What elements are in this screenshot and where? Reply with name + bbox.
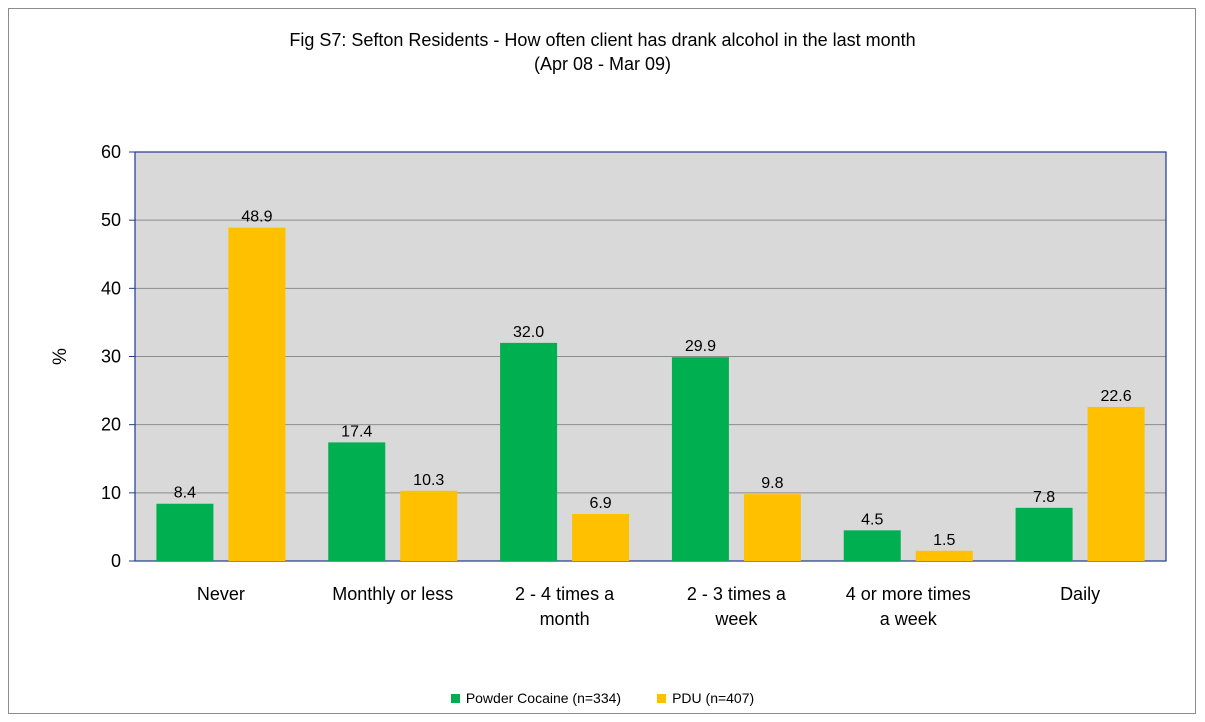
legend: Powder Cocaine (n=334) PDU (n=407): [0, 688, 1205, 708]
x-tick-label: Never: [197, 584, 245, 604]
x-tick-label: Daily: [1060, 584, 1100, 604]
data-label: 17.4: [341, 423, 372, 440]
x-tick-label-line: 4 or more times: [846, 584, 971, 604]
x-tick-label-line: Monthly or less: [332, 584, 453, 604]
x-tick-label: 2 - 4 times a month: [515, 584, 615, 629]
data-label: 7.8: [1033, 489, 1055, 506]
x-tick-label-line: a week: [880, 609, 938, 629]
bar: [915, 550, 973, 561]
legend-swatch: [450, 693, 460, 703]
bar: [843, 530, 901, 561]
y-tick-label: 40: [101, 278, 121, 298]
x-tick-label: 2 - 3 times a week: [687, 584, 787, 629]
data-label: 9.8: [761, 475, 783, 492]
plot-border: [134, 151, 1167, 562]
bar: [743, 494, 801, 561]
data-label: 48.9: [241, 209, 272, 226]
bar: [328, 442, 386, 561]
bar: [671, 357, 729, 561]
bar: [1087, 406, 1145, 561]
data-label: 29.9: [685, 338, 716, 355]
chart-subtitle: (Apr 08 - Mar 09): [533, 54, 672, 74]
data-label: 1.5: [933, 532, 955, 549]
bar: [228, 227, 286, 562]
chart-title: Fig S7: Sefton Residents - How often cli…: [289, 30, 916, 50]
y-tick-label: 30: [101, 347, 121, 367]
legend-label: Powder Cocaine (n=334): [465, 690, 622, 706]
bar: [1015, 507, 1073, 561]
y-tick-label: 0: [111, 551, 121, 571]
chart-title-block: Fig S7: Sefton Residents - How often cli…: [0, 28, 1205, 76]
x-tick-label-line: 2 - 3 times a: [687, 584, 787, 604]
data-label: 8.4: [174, 485, 196, 502]
y-tick-label: 60: [101, 142, 121, 162]
x-tick-label-line: month: [540, 609, 590, 629]
y-axis-label: %: [50, 348, 71, 365]
data-label: 10.3: [413, 472, 444, 489]
bar: [156, 503, 214, 561]
x-tick-label: Monthly or less: [332, 584, 453, 604]
legend-swatch: [657, 693, 667, 703]
legend-item: Powder Cocaine (n=334): [450, 690, 622, 706]
legend-label: PDU (n=407): [672, 690, 755, 706]
data-label: 22.6: [1101, 388, 1132, 405]
y-tick-label: 50: [101, 210, 121, 230]
y-tick-label: 20: [101, 415, 121, 435]
y-tick-label: 10: [101, 483, 121, 503]
x-tick-label-line: Daily: [1060, 584, 1100, 604]
bar: [572, 513, 630, 561]
x-tick-label-line: Never: [197, 584, 245, 604]
data-label: 4.5: [861, 511, 883, 528]
x-tick-label-line: week: [714, 609, 758, 629]
bar: [400, 490, 458, 561]
x-tick-label-line: 2 - 4 times a: [515, 584, 615, 604]
bar: [500, 342, 558, 561]
data-label: 32.0: [513, 324, 544, 341]
x-tick-label: 4 or more times a week: [846, 584, 971, 629]
data-label: 6.9: [589, 495, 611, 512]
legend-item: PDU (n=407): [657, 690, 754, 706]
